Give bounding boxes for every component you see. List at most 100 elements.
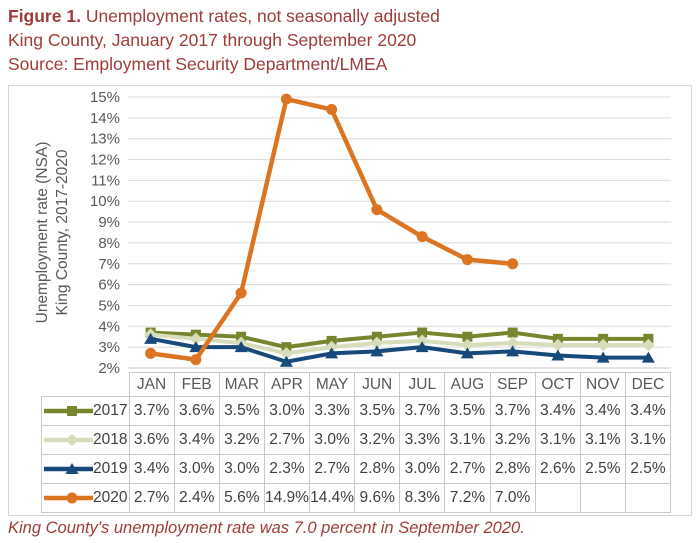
data-point-2020: [326, 104, 338, 116]
series-line-2019: [148, 336, 651, 364]
data-point-2019: [596, 351, 610, 363]
table-cell: 3.1%: [579, 425, 626, 455]
legend-2020: 2020: [41, 483, 130, 513]
table-row-2017: 2017 3.7% 3.6% 3.5% 3.0% 3.3% 3.5% 3.7% 3.5% 3.7%…: [41, 396, 672, 426]
data-point-2018: [642, 338, 655, 352]
table-cell: 2.7%: [444, 454, 491, 484]
month-header: JAN: [128, 372, 175, 397]
data-point-2019: [189, 341, 203, 353]
legend-2018: 2018: [41, 425, 130, 455]
month-header: MAY: [308, 372, 356, 397]
table-cell: 3.4%: [579, 396, 626, 426]
table-cell: 3.4%: [173, 425, 220, 455]
table-cell: 3.5%: [444, 396, 491, 426]
legend-marker-icon: [44, 406, 94, 416]
legend-marker: [67, 406, 77, 416]
data-point-2019: [641, 351, 655, 363]
y-tick-label: 15%: [90, 89, 120, 106]
data-point-2017: [507, 327, 518, 338]
table-cell: 3.1%: [534, 425, 581, 455]
table-cell: 2.8%: [354, 454, 401, 484]
data-point-2019: [234, 341, 248, 353]
table-cell: 3.2%: [218, 425, 265, 455]
legend-year-label: 2017: [93, 402, 128, 419]
table-cell: 3.4%: [534, 396, 581, 426]
data-point-2019: [415, 341, 429, 353]
table-cell: 14.9%: [263, 483, 311, 513]
y-tick-label: 6%: [98, 277, 120, 294]
legend-2017: 2017: [41, 396, 130, 426]
data-point-2019: [551, 349, 565, 361]
figure-title-line: Figure 1. Unemployment rates, not season…: [8, 4, 440, 28]
data-point-2018: [596, 338, 610, 352]
footnote: King County's unemployment rate was 7.0 …: [8, 519, 525, 537]
legend-marker: [65, 433, 79, 447]
data-point-2018: [370, 336, 384, 350]
table-header-row: JAN FEB MAR APR MAY JUN JUL AUG SEP OCT NOV DEC: [42, 372, 672, 397]
table-cell: 2.7%: [263, 425, 311, 455]
y-tick-label: 7%: [98, 256, 120, 273]
y-tick-label: 5%: [98, 297, 120, 314]
y-tick-label: 12%: [90, 152, 120, 169]
y-tick-label: 11%: [91, 172, 120, 189]
legend-marker-icon: [44, 463, 94, 474]
chart-container: 15% 14% 13% 12% 11% 10% 9% 8% 7% 6% 5% 4% 3% 2% Unempl…: [8, 85, 692, 516]
data-point-2019: [279, 355, 293, 367]
table-cell: 3.5%: [218, 396, 265, 426]
data-point-2019: [460, 347, 474, 359]
month-header: OCT: [534, 372, 581, 397]
y-axis-title: King County, 2017-2020: [54, 149, 71, 315]
figure-label: Figure 1.: [8, 6, 81, 26]
table-cell: 2.8%: [489, 454, 536, 484]
table-cell: 3.7%: [399, 396, 446, 426]
y-axis-title: Unemployment rate (NSA): [34, 142, 51, 324]
table-cell: 3.1%: [444, 425, 491, 455]
series-line-2017: [148, 330, 651, 350]
month-header: MAR: [218, 372, 265, 397]
table-cell: 3.0%: [173, 454, 220, 484]
data-point-2018: [325, 340, 338, 354]
legend-2019: 2019: [41, 454, 130, 484]
data-point-2020: [235, 287, 247, 299]
table-row-2018: 2018 3.6% 3.4% 3.2% 2.7% 3.0% 3.2% 3.3% 3.1% 3.2%…: [41, 425, 672, 455]
data-point-2018: [415, 334, 429, 348]
data-point-2018: [551, 338, 565, 352]
y-tick-label: 9%: [98, 214, 120, 231]
table-cell: 3.0%: [399, 454, 446, 484]
legend-key: 2017: [42, 402, 128, 420]
legend-year-label: 2020: [93, 489, 128, 506]
legend-marker: [65, 463, 79, 474]
table-cell: 14.4%: [308, 483, 356, 513]
data-point-2020: [145, 347, 157, 359]
y-tick-label: 13%: [90, 131, 120, 148]
month-header: JUN: [354, 372, 401, 397]
data-point-2019: [506, 345, 520, 357]
legend-key: 2020: [42, 489, 128, 507]
table-cell: 2.3%: [263, 454, 311, 484]
table-cell: 3.4%: [624, 396, 672, 426]
y-tick-label: 3%: [98, 339, 120, 356]
legend-marker: [66, 492, 78, 504]
month-header: APR: [263, 372, 311, 397]
table-cell: 3.5%: [354, 396, 401, 426]
figure-header: Figure 1. Unemployment rates, not season…: [8, 4, 440, 76]
legend-key: 2018: [42, 431, 128, 449]
table-cell: 3.0%: [263, 396, 311, 426]
data-point-2017: [417, 327, 428, 338]
table-cell: 2.7%: [128, 483, 175, 513]
table-cell: 3.3%: [399, 425, 446, 455]
month-header: JUL: [399, 372, 446, 397]
table-cell: [579, 483, 626, 513]
table-cell: 8.3%: [399, 483, 446, 513]
data-point-2017: [462, 331, 473, 342]
figure-title: Unemployment rates, not seasonally adjus…: [85, 6, 440, 26]
table-row-2019: 2019 3.4% 3.0% 3.0% 2.3% 2.7% 2.8% 3.0% 2.7% 2.8%…: [41, 454, 672, 484]
table-cell: 7.0%: [489, 483, 536, 513]
data-point-2020: [461, 254, 473, 266]
legend-marker-icon: [44, 433, 94, 447]
table-cell: 3.4%: [128, 454, 175, 484]
table-cell: 3.2%: [354, 425, 401, 455]
legend-key: 2019: [42, 460, 128, 478]
table-cell: 9.6%: [354, 483, 401, 513]
